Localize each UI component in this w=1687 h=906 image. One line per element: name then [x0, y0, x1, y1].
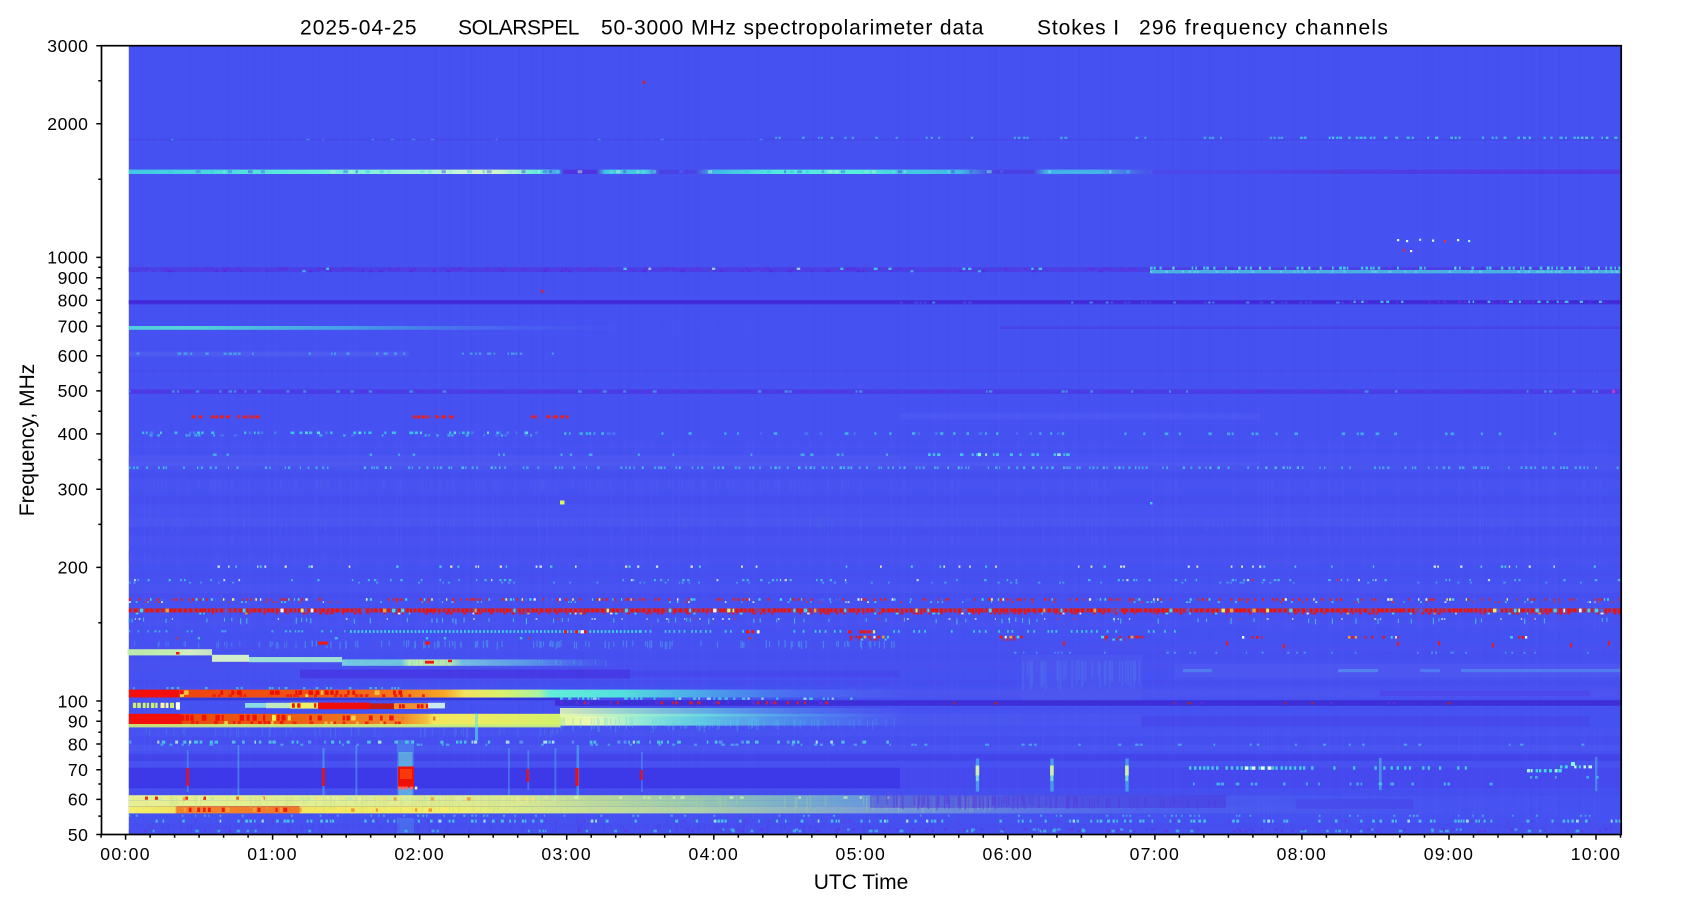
- svg-text:400: 400: [58, 424, 89, 444]
- svg-text:SOLARSPEL: SOLARSPEL: [458, 16, 579, 39]
- svg-text:90: 90: [68, 712, 89, 732]
- svg-text:Stokes I: Stokes I: [1037, 16, 1120, 39]
- svg-text:70: 70: [68, 760, 89, 780]
- svg-text:08:00: 08:00: [1277, 844, 1328, 864]
- svg-text:50: 50: [68, 825, 89, 845]
- svg-text:02:00: 02:00: [394, 844, 445, 864]
- svg-text:296 frequency channels: 296 frequency channels: [1139, 16, 1389, 39]
- svg-text:700: 700: [58, 316, 89, 336]
- svg-text:800: 800: [58, 291, 89, 311]
- svg-text:60: 60: [68, 790, 89, 810]
- svg-text:04:00: 04:00: [689, 844, 740, 864]
- svg-text:01:00: 01:00: [247, 844, 298, 864]
- svg-text:03:00: 03:00: [541, 844, 592, 864]
- svg-text:10:00: 10:00: [1571, 844, 1622, 864]
- svg-text:200: 200: [58, 558, 89, 578]
- svg-text:3000: 3000: [47, 36, 88, 56]
- svg-text:500: 500: [58, 381, 89, 401]
- svg-text:05:00: 05:00: [836, 844, 887, 864]
- svg-text:1000: 1000: [47, 248, 88, 268]
- svg-text:07:00: 07:00: [1130, 844, 1181, 864]
- svg-text:06:00: 06:00: [983, 844, 1034, 864]
- svg-text:100: 100: [58, 691, 89, 711]
- svg-text:50-3000 MHz spectropolarimeter: 50-3000 MHz spectropolarimeter data: [601, 16, 984, 39]
- svg-text:UTC Time: UTC Time: [814, 871, 909, 894]
- svg-text:600: 600: [58, 346, 89, 366]
- svg-text:00:00: 00:00: [100, 844, 151, 864]
- svg-text:2000: 2000: [47, 114, 88, 134]
- svg-text:2025-04-25: 2025-04-25: [300, 16, 418, 39]
- svg-text:Frequency, MHz: Frequency, MHz: [16, 364, 39, 517]
- svg-text:900: 900: [58, 268, 89, 288]
- svg-text:09:00: 09:00: [1424, 844, 1475, 864]
- svg-text:80: 80: [68, 734, 89, 754]
- svg-text:300: 300: [58, 480, 89, 500]
